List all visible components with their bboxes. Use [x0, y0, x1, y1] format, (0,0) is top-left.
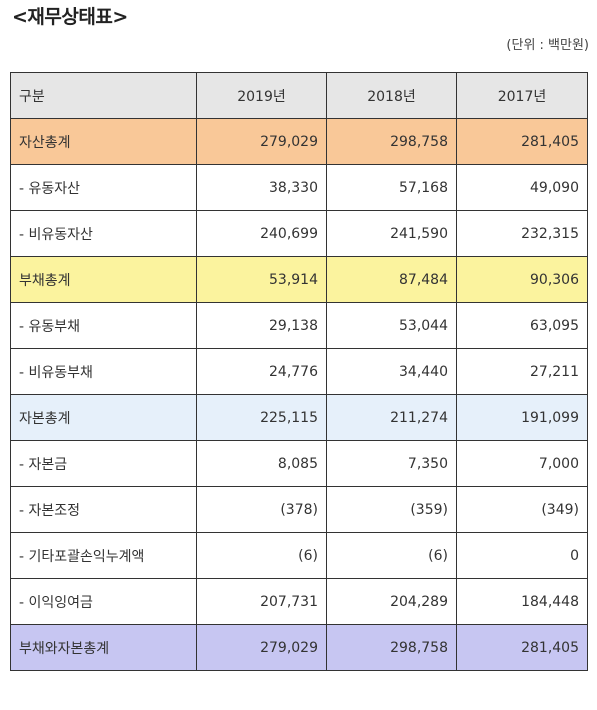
cell-2018: 204,289: [326, 578, 457, 625]
cell-2018: 241,590: [326, 210, 457, 257]
cell-2018: 298,758: [326, 118, 457, 165]
cell-2017: 63,095: [456, 302, 588, 349]
balance-sheet-table: 구분 2019년 2018년 2017년 자산총계 279,029 298,75…: [10, 72, 588, 671]
cell-2018: 57,168: [326, 164, 457, 211]
cell-2019: (378): [196, 486, 327, 533]
header-year-2018: 2018년: [326, 72, 457, 119]
cell-2019: 225,115: [196, 394, 327, 441]
cell-2017: 27,211: [456, 348, 588, 395]
row-label: - 비유동자산: [10, 210, 197, 257]
cell-2019: 38,330: [196, 164, 327, 211]
header-year-2019: 2019년: [196, 72, 327, 119]
header-year-2017: 2017년: [456, 72, 588, 119]
cell-2017: 90,306: [456, 256, 588, 303]
row-total-assets: 자산총계 279,029 298,758 281,405: [10, 118, 588, 165]
cell-2018: 53,044: [326, 302, 457, 349]
row-label: - 유동자산: [10, 164, 197, 211]
cell-2019: 24,776: [196, 348, 327, 395]
cell-2019: 207,731: [196, 578, 327, 625]
cell-2019: 240,699: [196, 210, 327, 257]
row-label: 부채총계: [10, 256, 197, 303]
row-capital-adjustment: - 자본조정 (378) (359) (349): [10, 486, 588, 533]
cell-2018: 211,274: [326, 394, 457, 441]
cell-2019: 279,029: [196, 624, 327, 671]
row-total-liabilities: 부채총계 53,914 87,484 90,306: [10, 256, 588, 303]
row-noncurrent-assets: - 비유동자산 240,699 241,590 232,315: [10, 210, 588, 257]
cell-2017: 281,405: [456, 118, 588, 165]
cell-2019: 53,914: [196, 256, 327, 303]
cell-2017: 0: [456, 532, 588, 579]
cell-2019: 279,029: [196, 118, 327, 165]
row-label: 부채와자본총계: [10, 624, 197, 671]
page-title: <재무상태표>: [12, 6, 128, 28]
unit-label: (단위 : 백만원): [506, 38, 589, 53]
cell-2017: (349): [456, 486, 588, 533]
cell-2018: 87,484: [326, 256, 457, 303]
table-header-row: 구분 2019년 2018년 2017년: [10, 72, 588, 119]
cell-2018: 34,440: [326, 348, 457, 395]
row-other-comprehensive-income: - 기타포괄손익누계액 (6) (6) 0: [10, 532, 588, 579]
row-label: 자본총계: [10, 394, 197, 441]
row-label: - 자본조정: [10, 486, 197, 533]
cell-2019: (6): [196, 532, 327, 579]
row-capital-stock: - 자본금 8,085 7,350 7,000: [10, 440, 588, 487]
cell-2019: 29,138: [196, 302, 327, 349]
cell-2018: 298,758: [326, 624, 457, 671]
cell-2017: 232,315: [456, 210, 588, 257]
row-label: - 자본금: [10, 440, 197, 487]
cell-2017: 7,000: [456, 440, 588, 487]
row-current-assets: - 유동자산 38,330 57,168 49,090: [10, 164, 588, 211]
row-label: - 기타포괄손익누계액: [10, 532, 197, 579]
header-category: 구분: [10, 72, 197, 119]
cell-2017: 49,090: [456, 164, 588, 211]
cell-2019: 8,085: [196, 440, 327, 487]
cell-2018: (359): [326, 486, 457, 533]
cell-2017: 191,099: [456, 394, 588, 441]
row-label: - 이익잉여금: [10, 578, 197, 625]
row-label: - 비유동부채: [10, 348, 197, 395]
row-total-equity: 자본총계 225,115 211,274 191,099: [10, 394, 588, 441]
row-current-liabilities: - 유동부채 29,138 53,044 63,095: [10, 302, 588, 349]
row-retained-earnings: - 이익잉여금 207,731 204,289 184,448: [10, 578, 588, 625]
cell-2018: 7,350: [326, 440, 457, 487]
row-total-liabilities-and-equity: 부채와자본총계 279,029 298,758 281,405: [10, 624, 588, 671]
cell-2018: (6): [326, 532, 457, 579]
row-label: - 유동부채: [10, 302, 197, 349]
cell-2017: 184,448: [456, 578, 588, 625]
row-noncurrent-liabilities: - 비유동부채 24,776 34,440 27,211: [10, 348, 588, 395]
row-label: 자산총계: [10, 118, 197, 165]
cell-2017: 281,405: [456, 624, 588, 671]
